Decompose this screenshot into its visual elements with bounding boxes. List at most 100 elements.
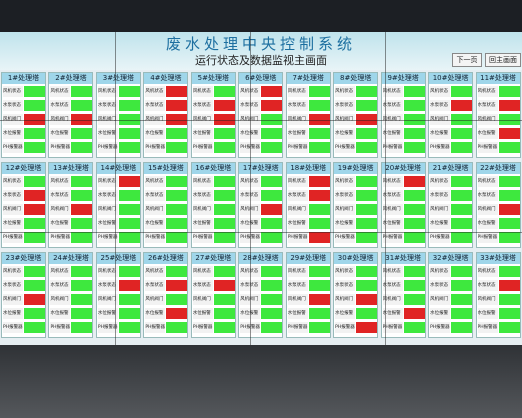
status-label: PH报警器	[192, 232, 213, 243]
status-indicator	[356, 190, 378, 201]
status-row: 水位报警	[382, 128, 425, 140]
status-indicator	[261, 232, 283, 243]
bezel	[385, 32, 386, 345]
status-row: PH报警器	[430, 232, 473, 244]
status-indicator	[166, 86, 188, 97]
bezel	[250, 32, 251, 345]
button[interactable]: 回主画面	[485, 53, 521, 67]
status-row: 风机状态	[240, 86, 283, 98]
status-label: 水泵状态	[382, 100, 403, 111]
status-row: PH报警器	[145, 142, 188, 154]
status-label: 风机阀门	[3, 204, 23, 215]
status-label: 水位报警	[3, 128, 23, 139]
status-row: 风机状态	[3, 266, 45, 278]
tower-panel: 27#处理塔 风机状态 水泵状态 风机阀门 水位报警 PH报警器	[190, 252, 236, 338]
status-label: 水泵状态	[145, 280, 166, 291]
status-indicator	[24, 322, 45, 333]
status-row: 水泵状态	[3, 190, 45, 202]
status-label: 风机状态	[192, 266, 213, 277]
status-indicator	[356, 294, 378, 305]
panel-title: 17#处理塔	[239, 163, 283, 174]
status-label: 风机阀门	[430, 294, 451, 305]
status-indicator	[451, 204, 473, 215]
button[interactable]: 下一页	[452, 53, 482, 67]
status-row: 水泵状态	[50, 100, 93, 112]
status-label: PH报警器	[430, 142, 451, 153]
status-row: 水泵状态	[382, 100, 425, 112]
status-label: PH报警器	[50, 322, 71, 333]
status-row: 风机阀门	[145, 114, 188, 126]
status-row: 水位报警	[145, 128, 188, 140]
status-label: 风机阀门	[192, 204, 213, 215]
status-label: PH报警器	[382, 232, 403, 243]
status-indicator	[213, 190, 235, 201]
status-indicator	[118, 176, 140, 187]
status-indicator	[498, 322, 520, 333]
status-indicator	[308, 142, 330, 153]
status-row: 水位报警	[240, 308, 283, 320]
status-indicator	[166, 176, 188, 187]
status-indicator	[213, 176, 235, 187]
status-indicator	[71, 142, 93, 153]
status-label: 风机阀门	[145, 204, 166, 215]
status-label: 水泵状态	[192, 190, 213, 201]
panel-title: 4#处理塔	[144, 73, 188, 84]
panel-title: 32#处理塔	[429, 253, 473, 264]
status-indicator	[24, 190, 45, 201]
status-row: 风机状态	[97, 86, 140, 98]
status-label: 水位报警	[335, 308, 356, 319]
status-row: 水泵状态	[335, 100, 378, 112]
tower-panel: 23#处理塔 风机状态 水泵状态 风机阀门 水位报警 PH报警器	[1, 252, 46, 338]
status-label: 风机状态	[477, 176, 498, 187]
status-indicator	[308, 114, 330, 125]
status-row: 水位报警	[477, 308, 520, 320]
status-row: 水泵状态	[97, 280, 140, 292]
status-label: PH报警器	[430, 322, 451, 333]
status-row: 水位报警	[430, 308, 473, 320]
status-label: 风机阀门	[477, 114, 498, 125]
status-label: 水泵状态	[192, 280, 213, 291]
status-label: 风机状态	[430, 86, 451, 97]
status-label: 水泵状态	[50, 100, 71, 111]
status-indicator	[498, 280, 520, 291]
status-row: 风机状态	[50, 176, 93, 188]
status-indicator	[498, 100, 520, 111]
status-label: 水位报警	[287, 128, 308, 139]
status-label: 水泵状态	[287, 190, 308, 201]
status-row: 水位报警	[3, 218, 45, 230]
status-label: 风机阀门	[145, 294, 166, 305]
status-indicator	[24, 218, 45, 229]
status-row: 风机状态	[477, 86, 520, 98]
status-label: 水位报警	[145, 308, 166, 319]
tower-panel: 24#处理塔 风机状态 水泵状态 风机阀门 水位报警 PH报警器	[48, 252, 94, 338]
status-indicator	[308, 86, 330, 97]
status-indicator	[118, 308, 140, 319]
status-indicator	[356, 128, 378, 139]
status-row: 风机状态	[240, 176, 283, 188]
status-label: 水位报警	[477, 308, 498, 319]
status-row: 风机阀门	[477, 114, 520, 126]
status-label: 水位报警	[430, 308, 451, 319]
status-label: 水位报警	[382, 308, 403, 319]
status-row: 风机阀门	[430, 204, 473, 216]
status-indicator	[308, 100, 330, 111]
status-row: 风机状态	[335, 176, 378, 188]
status-row: 水泵状态	[382, 190, 425, 202]
status-row: 风机阀门	[287, 294, 330, 306]
status-row: 水泵状态	[50, 280, 93, 292]
status-label: 风机阀门	[192, 114, 213, 125]
status-row: 风机阀门	[335, 294, 378, 306]
status-indicator	[498, 176, 520, 187]
status-row: 水位报警	[145, 218, 188, 230]
status-indicator	[403, 280, 425, 291]
status-label: 水泵状态	[287, 280, 308, 291]
status-row: 风机状态	[192, 176, 235, 188]
status-indicator	[118, 100, 140, 111]
status-row: PH报警器	[192, 142, 235, 154]
status-indicator	[118, 232, 140, 243]
